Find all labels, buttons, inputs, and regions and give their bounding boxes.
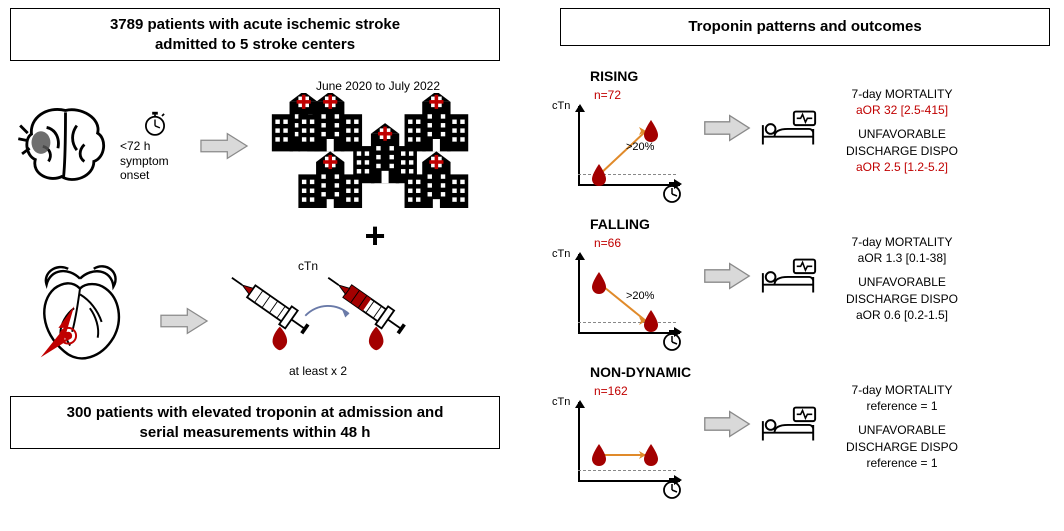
pattern-row: NON-DYNAMIC n=162 cTn 7-day MORTALITY re… [560,364,1050,490]
mortality-label: 7-day MORTALITY [827,382,977,398]
bottom-line1: 300 patients with elevated troponin at a… [23,403,487,423]
onset-line2: symptom [120,154,190,168]
arrow-icon [703,409,751,444]
arrow-icon [198,132,250,160]
stopwatch-icon [662,478,684,500]
heart-block [10,259,150,382]
outcomes-block: 7-day MORTALITY aOR 32 [2.5-415] UNFAVOR… [827,86,977,175]
pattern-name: FALLING [590,216,650,232]
mortality-label: 7-day MORTALITY [827,234,977,250]
pattern-n: n=66 [594,236,621,250]
pattern-chart: FALLING n=66 cTn >20% [560,216,695,342]
pattern-name: RISING [590,68,638,84]
bottom-line2: serial measurements within 48 h [23,423,487,443]
onset-line3: onset [120,168,190,182]
right-title-box: Troponin patterns and outcomes [560,8,1050,46]
ctn-label: cTn [298,259,318,273]
hospitals-icon [263,93,493,208]
pattern-n: n=72 [594,88,621,102]
dispo-value: aOR 0.6 [0.2-1.5] [827,307,977,323]
svg-text:>20%: >20% [626,290,655,302]
bed-icon [759,106,819,155]
stopwatch-icon [141,109,169,137]
outcomes-block: 7-day MORTALITY reference = 1 UNFAVORABL… [827,382,977,471]
date-range: June 2020 to July 2022 [258,79,498,93]
brain-icon [18,101,113,186]
chart-box: cTn >20% [560,254,680,342]
stopwatch-icon [662,330,684,352]
left-title-line2: admitted to 5 stroke centers [23,35,487,55]
mortality-label: 7-day MORTALITY [827,86,977,102]
left-title-box: 3789 patients with acute ischemic stroke… [10,8,500,61]
dispo-label-2: DISCHARGE DISPO [827,439,977,455]
arrow-icon [703,113,751,148]
right-title: Troponin patterns and outcomes [688,18,921,35]
arrow-icon [703,261,751,296]
dispo-label-2: DISCHARGE DISPO [827,291,977,307]
pattern-row: RISING n=72 cTn >20% 7-day MORTALITY aOR… [560,68,1050,194]
plus-sign: + [250,215,500,257]
patterns-container: RISING n=72 cTn >20% 7-day MORTALITY aOR… [560,68,1050,490]
onset-line1: <72 h [120,139,190,153]
dispo-value: aOR 2.5 [1.2-5.2] [827,159,977,175]
chart-svg: >20% [560,106,680,194]
mortality-value: aOR 32 [2.5-415] [827,102,977,118]
arrow-icon [158,307,210,335]
chart-svg [560,402,680,490]
dispo-label-1: UNFAVORABLE [827,274,977,290]
dispo-label-1: UNFAVORABLE [827,126,977,142]
left-panel: 3789 patients with acute ischemic stroke… [10,8,500,449]
pattern-chart: RISING n=72 cTn >20% [560,68,695,194]
bed-icon [759,254,819,303]
chart-svg: >20% [560,254,680,342]
dispo-label-2: DISCHARGE DISPO [827,143,977,159]
stopwatch-icon [662,182,684,204]
chart-box: cTn >20% [560,106,680,194]
mortality-value: aOR 1.3 [0.1-38] [827,250,977,266]
mortality-value: reference = 1 [827,398,977,414]
left-title-line1: 3789 patients with acute ischemic stroke [23,15,487,35]
chart-box: cTn [560,402,680,490]
pattern-row: FALLING n=66 cTn >20% 7-day MORTALITY aO… [560,216,1050,342]
bed-icon [759,402,819,451]
svg-text:>20%: >20% [626,141,655,153]
atleast-label: at least x 2 [218,364,418,378]
onset-note-block: <72 h symptom onset [120,109,190,182]
pattern-name: NON-DYNAMIC [590,364,691,380]
syringes-icon [218,263,418,363]
heart-row: cTn [10,259,500,382]
bottom-title-box: 300 patients with elevated troponin at a… [10,396,500,449]
brain-block [10,101,120,191]
brain-row: <72 h symptom onset June 2020 to July 20… [10,79,500,213]
outcomes-block: 7-day MORTALITY aOR 1.3 [0.1-38] UNFAVOR… [827,234,977,323]
pattern-n: n=162 [594,384,628,398]
dispo-label-1: UNFAVORABLE [827,422,977,438]
dispo-value: reference = 1 [827,455,977,471]
heart-icon [21,259,139,377]
syringe-block: cTn [218,263,418,378]
hospitals-block: June 2020 to July 2022 [258,79,498,213]
right-panel: Troponin patterns and outcomes RISING n=… [560,8,1050,490]
pattern-chart: NON-DYNAMIC n=162 cTn [560,364,695,490]
